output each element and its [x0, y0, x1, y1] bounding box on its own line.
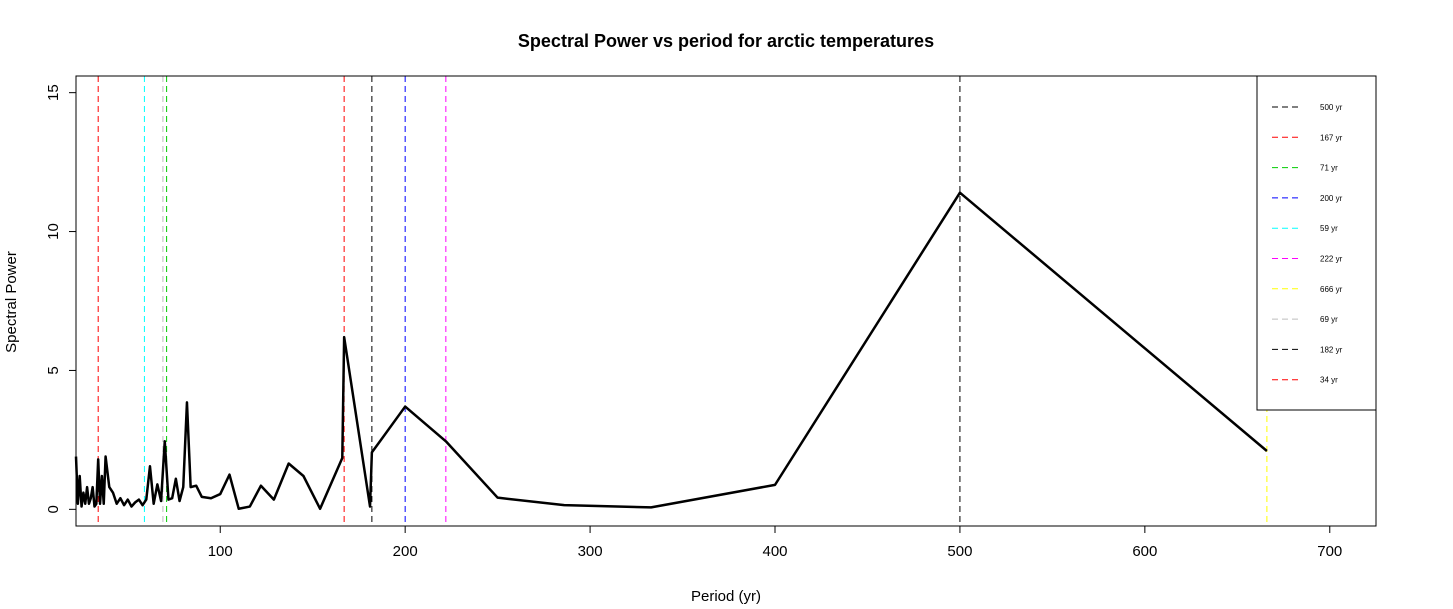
- x-tick-label-1: 200: [393, 543, 418, 560]
- legend-box: [1256, 75, 1377, 411]
- plot-frame: [75, 75, 1377, 527]
- data-series: [74, 191, 1268, 511]
- y-tick-label-1: 5: [45, 366, 62, 374]
- y-tick-label-2: 10: [45, 223, 62, 240]
- series-line-0: [74, 191, 1268, 511]
- legend-label-1: 167 yr: [1320, 133, 1343, 142]
- x-tick-label-2: 300: [578, 543, 603, 560]
- y-tick-label-0: 0: [45, 505, 62, 513]
- x-axis-label: Period (yr): [691, 588, 761, 604]
- legend-label-9: 34 yr: [1320, 376, 1338, 385]
- legend-label-5: 222 yr: [1320, 255, 1343, 264]
- x-tick-label-6: 700: [1317, 543, 1342, 560]
- x-tick-label-4: 500: [947, 543, 972, 560]
- reference-lines: [97, 76, 1268, 526]
- x-tick-label-0: 100: [208, 543, 233, 560]
- legend-label-6: 666 yr: [1320, 285, 1343, 294]
- y-axis-label: Spectral Power: [3, 251, 20, 353]
- x-tick-label-5: 600: [1132, 543, 1157, 560]
- legend-label-8: 182 yr: [1320, 345, 1343, 354]
- legend-label-7: 69 yr: [1320, 315, 1338, 324]
- legend-label-3: 200 yr: [1320, 194, 1343, 203]
- chart-title: Spectral Power vs period for arctic temp…: [518, 31, 934, 51]
- y-axis: 0 5 10 15: [45, 84, 76, 514]
- x-tick-label-3: 400: [762, 543, 787, 560]
- legend-label-2: 71 yr: [1320, 164, 1338, 173]
- legend-label-0: 500 yr: [1320, 103, 1343, 112]
- x-axis: 100 200 300 400 500 600 700: [208, 526, 1342, 560]
- legend: 500 yr 167 yr 71 yr 200 yr 59 yr 222 yr 666 yr…: [1256, 75, 1377, 411]
- y-tick-label-3: 15: [45, 84, 62, 101]
- legend-label-4: 59 yr: [1320, 224, 1338, 233]
